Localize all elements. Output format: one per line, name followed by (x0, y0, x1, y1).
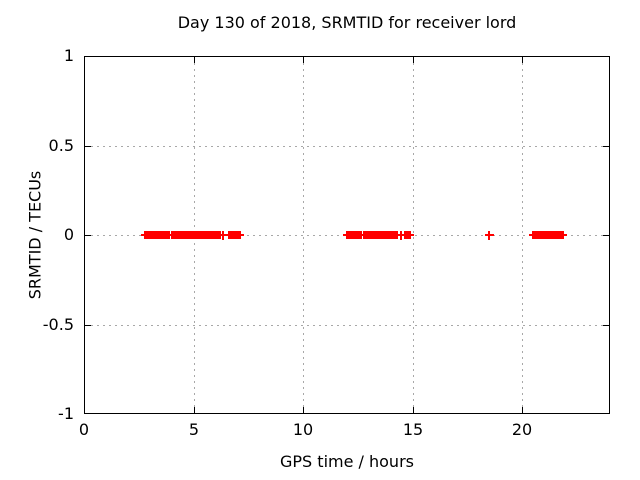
y-gridline (85, 146, 609, 147)
data-segment (143, 231, 171, 239)
x-tick-top (522, 57, 523, 63)
data-point-vbar (221, 230, 224, 240)
y-tick-left (85, 146, 91, 147)
data-segment (532, 231, 564, 239)
data-segment (345, 231, 363, 239)
y-tick-label: 1 (63, 46, 74, 65)
x-tick-top (194, 57, 195, 63)
x-tick-bottom (522, 407, 523, 413)
x-tick-bottom (303, 407, 304, 413)
x-tick-label: 10 (292, 420, 314, 439)
x-tick-label: 5 (188, 420, 200, 439)
data-segment (227, 231, 241, 239)
x-tick-label: 20 (511, 420, 533, 439)
y-tick-label: 0 (63, 225, 74, 244)
data-point-vbar (399, 230, 402, 240)
x-tick-top (413, 57, 414, 63)
x-tick-top (303, 57, 304, 63)
x-axis-title: GPS time / hours (280, 452, 414, 471)
x-tick-bottom (194, 407, 195, 413)
data-segment (403, 231, 411, 239)
chart-title: Day 130 of 2018, SRMTID for receiver lor… (177, 13, 517, 32)
data-segment (381, 231, 398, 239)
x-tick-bottom (413, 407, 414, 413)
y-tick-left (85, 325, 91, 326)
y-gridline (85, 325, 609, 326)
y-tick-right (603, 146, 609, 147)
x-gridline (303, 57, 304, 413)
data-point-vbar (488, 230, 491, 240)
x-tick-label: 15 (402, 420, 424, 439)
data-segment (363, 231, 381, 239)
y-tick-left (85, 235, 91, 236)
x-gridline (522, 57, 523, 413)
x-tick-label: 0 (78, 420, 90, 439)
y-tick-label: -0.5 (42, 315, 74, 334)
y-tick-right (603, 235, 609, 236)
data-segment (171, 231, 221, 239)
y-tick-right (603, 325, 609, 326)
y-tick-label: 0.5 (48, 136, 74, 155)
y-tick-label: -1 (58, 404, 74, 423)
